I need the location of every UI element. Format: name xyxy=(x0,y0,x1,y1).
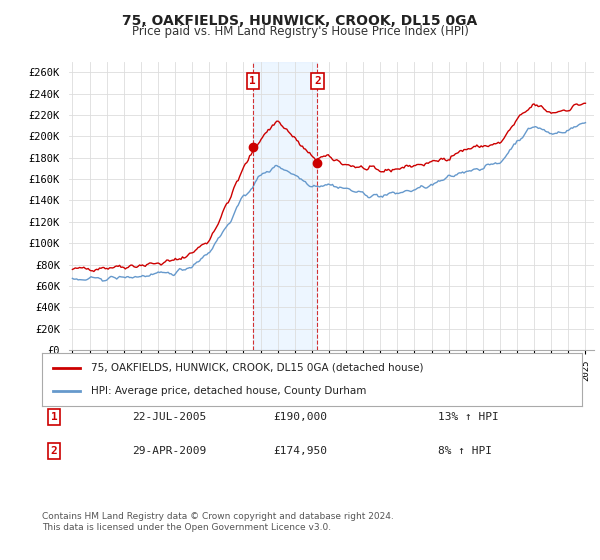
Text: £190,000: £190,000 xyxy=(273,412,327,422)
Text: 22-JUL-2005: 22-JUL-2005 xyxy=(132,412,206,422)
Text: 8% ↑ HPI: 8% ↑ HPI xyxy=(438,446,492,456)
Text: 2: 2 xyxy=(50,446,58,456)
Text: 13% ↑ HPI: 13% ↑ HPI xyxy=(438,412,499,422)
Text: 29-APR-2009: 29-APR-2009 xyxy=(132,446,206,456)
Text: 75, OAKFIELDS, HUNWICK, CROOK, DL15 0GA (detached house): 75, OAKFIELDS, HUNWICK, CROOK, DL15 0GA … xyxy=(91,363,423,373)
Text: 75, OAKFIELDS, HUNWICK, CROOK, DL15 0GA: 75, OAKFIELDS, HUNWICK, CROOK, DL15 0GA xyxy=(122,14,478,28)
Text: 2: 2 xyxy=(314,76,321,86)
Text: HPI: Average price, detached house, County Durham: HPI: Average price, detached house, Coun… xyxy=(91,386,366,396)
Text: £174,950: £174,950 xyxy=(273,446,327,456)
Bar xyxy=(253,62,317,350)
Text: 1: 1 xyxy=(250,76,256,86)
Text: Price paid vs. HM Land Registry's House Price Index (HPI): Price paid vs. HM Land Registry's House … xyxy=(131,25,469,38)
Text: 1: 1 xyxy=(50,412,58,422)
Text: Contains HM Land Registry data © Crown copyright and database right 2024.
This d: Contains HM Land Registry data © Crown c… xyxy=(42,512,394,532)
